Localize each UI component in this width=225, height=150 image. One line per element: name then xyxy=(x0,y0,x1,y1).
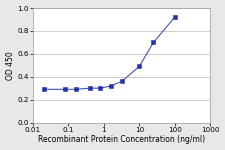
Y-axis label: OD 450: OD 450 xyxy=(6,51,15,80)
X-axis label: Recombinant Protein Concentration (ng/ml): Recombinant Protein Concentration (ng/ml… xyxy=(38,135,205,144)
